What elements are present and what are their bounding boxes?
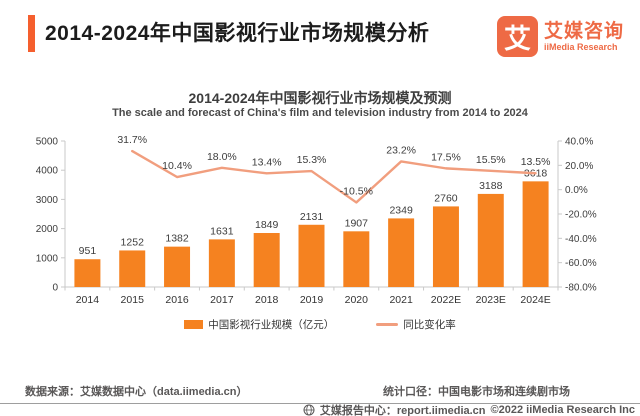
svg-text:2760: 2760 <box>434 192 458 204</box>
svg-text:1907: 1907 <box>345 217 369 229</box>
svg-text:15.5%: 15.5% <box>476 154 506 166</box>
svg-text:-20.0%: -20.0% <box>565 210 597 221</box>
svg-text:0: 0 <box>52 283 58 294</box>
svg-text:18.0%: 18.0% <box>207 151 237 163</box>
info-row: 数据来源：艾媒数据中心（data.iimedia.cn） 统计口径：中国电影市场… <box>0 383 640 399</box>
legend-item-bars: 中国影视行业规模（亿元） <box>184 317 334 332</box>
iimedia-logo-icon: 艾 <box>496 16 538 57</box>
svg-text:2131: 2131 <box>300 211 324 223</box>
chart-title: 2014-2024年中国影视行业市场规模及预测 <box>188 90 452 106</box>
globe-icon <box>303 404 315 416</box>
svg-text:1631: 1631 <box>210 225 234 237</box>
bar-series-label: 中国影视行业规模（亿元） <box>208 319 335 331</box>
statistic-scope-text: 统计口径：中国电影市场和连续剧市场 <box>383 386 570 398</box>
svg-text:1000: 1000 <box>36 253 59 264</box>
footer-copyright: ©2022 iiMedia Research Inc <box>490 404 635 416</box>
legend-item-line: 同比变化率 <box>376 317 456 332</box>
footer: 艾媒报告中心：report.iimedia.cn ©2022 iiMedia R… <box>303 404 635 416</box>
svg-text:2023E: 2023E <box>476 294 506 306</box>
svg-text:31.7%: 31.7% <box>117 134 147 146</box>
svg-text:2018: 2018 <box>255 294 279 306</box>
bar-series-swatch <box>184 320 204 329</box>
svg-text:0.0%: 0.0% <box>565 185 588 196</box>
svg-text:10.4%: 10.4% <box>162 160 192 172</box>
svg-text:15.3%: 15.3% <box>297 154 327 166</box>
svg-text:-40.0%: -40.0% <box>565 234 597 245</box>
svg-text:2024E: 2024E <box>520 294 550 306</box>
svg-text:2349: 2349 <box>389 204 413 216</box>
chart-canvas: 0 1000 2000 3000 4000 5000 40.0% 20.0% 0.0% -20.0… <box>36 134 597 306</box>
svg-text:951: 951 <box>79 245 97 257</box>
line-series-label: 同比变化率 <box>403 319 456 331</box>
page-title: 2014-2024年中国影视行业市场规模分析 <box>45 22 430 45</box>
svg-text:2019: 2019 <box>300 294 324 306</box>
svg-text:4000: 4000 <box>36 166 59 177</box>
svg-text:3188: 3188 <box>479 180 503 192</box>
svg-text:20.0%: 20.0% <box>565 161 593 172</box>
svg-text:2015: 2015 <box>121 294 145 306</box>
svg-text:1849: 1849 <box>255 219 279 231</box>
logo-name-en: iiMedia Research <box>543 41 618 52</box>
logo-name-cn: 艾媒咨询 <box>543 20 624 42</box>
title-accent-bar <box>28 15 35 52</box>
chart-subtitle: The scale and forecast of China's film a… <box>112 107 528 119</box>
svg-text:2017: 2017 <box>210 294 234 306</box>
svg-text:2014: 2014 <box>76 294 100 306</box>
svg-text:13.5%: 13.5% <box>521 156 551 168</box>
svg-text:2022E: 2022E <box>431 294 461 306</box>
svg-text:5000: 5000 <box>36 137 59 148</box>
svg-text:1252: 1252 <box>121 236 145 248</box>
svg-text:2021: 2021 <box>389 294 413 306</box>
chart-legend: 中国影视行业规模（亿元） 同比变化率 <box>0 317 640 332</box>
svg-text:17.5%: 17.5% <box>431 151 461 163</box>
data-source-text: 数据来源：艾媒数据中心（data.iimedia.cn） <box>25 386 248 398</box>
svg-text:-80.0%: -80.0% <box>565 283 597 294</box>
svg-text:3000: 3000 <box>36 195 59 206</box>
svg-text:23.2%: 23.2% <box>386 144 416 156</box>
svg-text:-60.0%: -60.0% <box>565 258 597 269</box>
svg-text:2000: 2000 <box>36 224 59 235</box>
footer-site: 艾媒报告中心：report.iimedia.cn <box>319 405 486 416</box>
svg-text:2020: 2020 <box>345 294 369 306</box>
svg-text:13.4%: 13.4% <box>252 156 282 168</box>
svg-text:-10.5%: -10.5% <box>340 185 373 197</box>
svg-text:1382: 1382 <box>165 233 189 245</box>
svg-text:40.0%: 40.0% <box>565 137 593 148</box>
footer-divider <box>0 403 640 404</box>
header: 2014-2024年中国影视行业市场规模分析 艾 艾媒咨询 iiMedia Re… <box>0 0 640 70</box>
svg-text:2016: 2016 <box>165 294 189 306</box>
line-series-swatch <box>376 323 399 326</box>
iimedia-logo: 艾 艾媒咨询 iiMedia Research <box>496 16 624 57</box>
